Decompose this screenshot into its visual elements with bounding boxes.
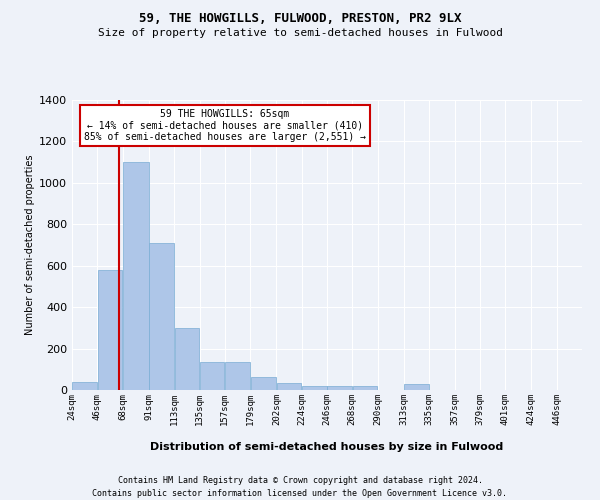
Bar — [149, 243, 174, 390]
Text: Contains public sector information licensed under the Open Government Licence v3: Contains public sector information licen… — [92, 489, 508, 498]
Bar — [200, 362, 224, 390]
Text: Distribution of semi-detached houses by size in Fulwood: Distribution of semi-detached houses by … — [151, 442, 503, 452]
Text: Size of property relative to semi-detached houses in Fulwood: Size of property relative to semi-detach… — [97, 28, 503, 38]
Bar — [302, 386, 326, 390]
Bar — [225, 362, 250, 390]
Bar — [98, 270, 122, 390]
Bar — [277, 383, 301, 390]
Bar — [123, 162, 149, 390]
Bar — [353, 386, 377, 390]
Text: 59, THE HOWGILLS, FULWOOD, PRESTON, PR2 9LX: 59, THE HOWGILLS, FULWOOD, PRESTON, PR2 … — [139, 12, 461, 26]
Bar — [328, 386, 352, 390]
Y-axis label: Number of semi-detached properties: Number of semi-detached properties — [25, 155, 35, 336]
Bar — [73, 382, 97, 390]
Bar — [251, 376, 276, 390]
Bar — [175, 328, 199, 390]
Bar — [404, 384, 429, 390]
Text: 59 THE HOWGILLS: 65sqm
← 14% of semi-detached houses are smaller (410)
85% of se: 59 THE HOWGILLS: 65sqm ← 14% of semi-det… — [84, 108, 366, 142]
Text: Contains HM Land Registry data © Crown copyright and database right 2024.: Contains HM Land Registry data © Crown c… — [118, 476, 482, 485]
